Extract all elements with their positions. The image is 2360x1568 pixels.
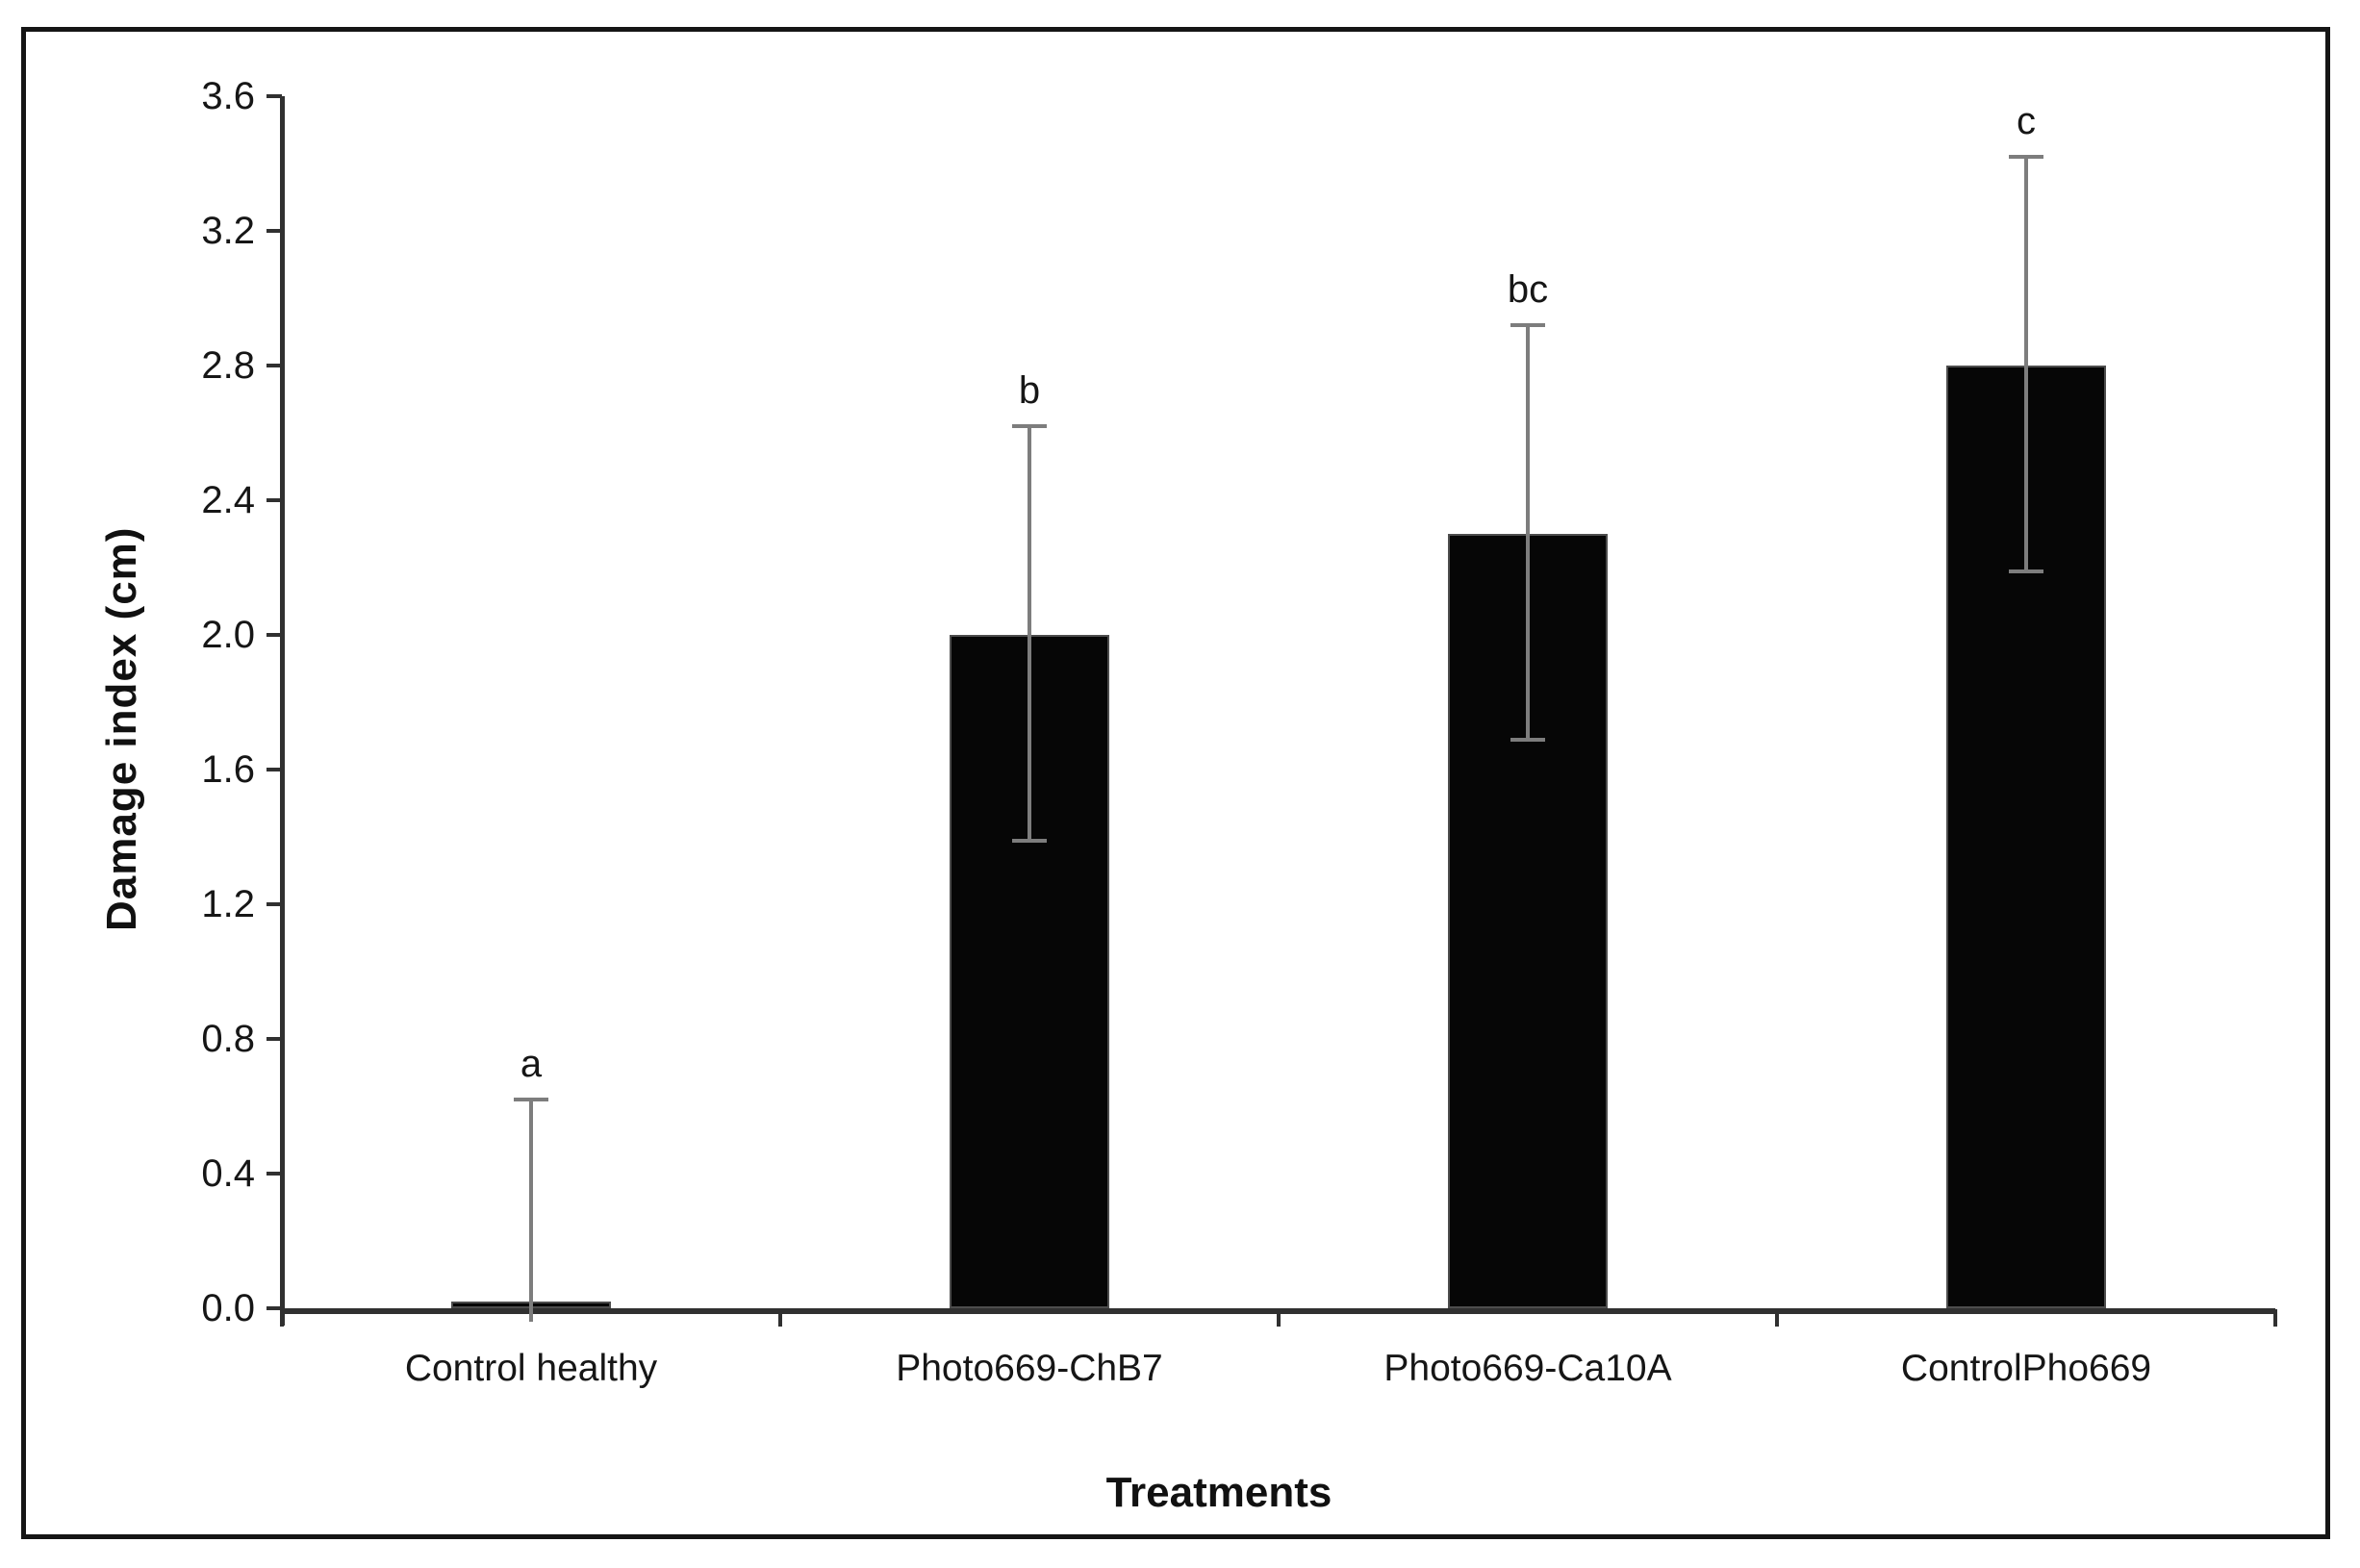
y-axis-tick (266, 1172, 282, 1176)
y-axis-tick-label: 1.6 (201, 748, 255, 791)
x-axis-tick (778, 1309, 782, 1327)
error-bar-cap-top (1510, 323, 1545, 327)
x-axis-category-label: Photo669-ChB7 (896, 1348, 1163, 1389)
error-bar-line (529, 1100, 533, 1322)
y-axis-tick-label: 2.4 (201, 479, 255, 521)
x-axis-tick (280, 1309, 284, 1327)
x-axis-tick (1277, 1309, 1281, 1327)
error-bar-cap-bottom (2009, 569, 2043, 573)
error-bar-cap-top (1012, 424, 1047, 428)
x-axis-category-label: ControlPho669 (1900, 1348, 2152, 1389)
y-axis-tick-label: 3.6 (201, 75, 255, 117)
y-axis-tick (266, 1306, 282, 1310)
y-axis-tick (266, 768, 282, 771)
x-axis-category-label: Control healthy (404, 1348, 658, 1389)
significance-letter: a (520, 1043, 543, 1085)
y-axis-tick (266, 498, 282, 502)
error-bar-line (2024, 157, 2028, 571)
error-bar-line (1028, 426, 1031, 841)
y-axis-tick-label: 0.8 (201, 1018, 255, 1060)
x-axis-category-label: Photo669-Ca10A (1383, 1348, 1672, 1389)
y-axis-tick (266, 633, 282, 637)
figure-border: Damage index (cm) Treatments 0.0 0.4 0.8 1.… (21, 27, 2330, 1539)
significance-letter: b (1018, 369, 1041, 412)
error-bar-cap-bottom (1510, 737, 1545, 742)
y-axis-tick-label: 1.2 (201, 883, 255, 925)
y-axis-tick (266, 94, 282, 98)
y-axis-tick (266, 364, 282, 367)
x-axis-tick (1775, 1309, 1779, 1327)
y-axis-tick-label: 3.2 (201, 210, 255, 252)
y-axis-tick-label: 2.8 (201, 344, 255, 387)
y-axis-tick-label: 0.0 (201, 1287, 255, 1329)
error-bar-cap-top (514, 1098, 548, 1101)
y-axis-line (280, 96, 285, 1326)
y-axis-tick (266, 229, 282, 233)
y-axis-tick (266, 902, 282, 906)
y-axis-tick-label: 0.4 (201, 1152, 255, 1195)
x-axis-title: Treatments (1105, 1469, 1332, 1516)
error-bar-cap-top (2009, 155, 2043, 159)
x-axis-tick (2273, 1309, 2277, 1327)
significance-letter: bc (1507, 268, 1549, 311)
y-axis-tick-label: 2.0 (201, 614, 255, 656)
error-bar-cap-bottom (1012, 838, 1047, 843)
y-axis-title: Damage index (cm) (98, 526, 145, 932)
y-axis-tick (266, 1037, 282, 1041)
significance-letter: c (2017, 100, 2036, 142)
error-bar-line (1526, 325, 1530, 740)
